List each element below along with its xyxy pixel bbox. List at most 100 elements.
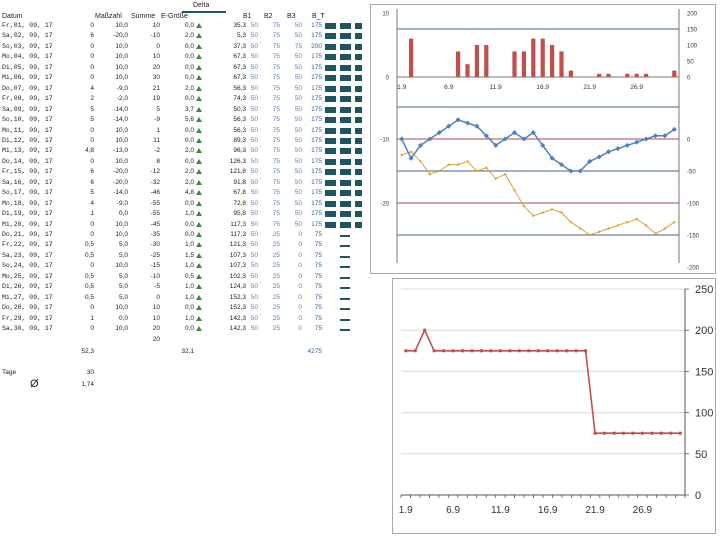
b2-cell[interactable]: 75 (272, 84, 280, 92)
b1-cell[interactable]: 50 (250, 325, 258, 333)
summe-cell[interactable]: -5 (154, 283, 160, 291)
bt-cell[interactable]: 75 (314, 241, 322, 249)
b2-cell[interactable]: 75 (272, 95, 280, 103)
date-cell[interactable]: Fr,22, 09, 17 (2, 241, 53, 249)
egroesse-cell[interactable]: 0,0 (184, 42, 194, 50)
delta-value-cell[interactable]: 95,8 (233, 210, 246, 218)
b3-cell[interactable]: 50 (294, 116, 302, 124)
col-a-cell[interactable]: 1 (90, 210, 94, 218)
delta-value-cell[interactable]: 107,3 (229, 251, 246, 259)
egroesse-cell[interactable]: 0,0 (184, 74, 194, 82)
b3-cell[interactable]: 0 (298, 231, 302, 238)
delta-value-cell[interactable]: 121,8 (229, 168, 246, 176)
b2-cell[interactable]: 75 (272, 220, 280, 228)
b1-cell[interactable]: 50 (250, 241, 258, 249)
col-a-cell[interactable]: 0 (90, 136, 94, 144)
tage-value[interactable]: 30 (86, 369, 94, 376)
b3-cell[interactable]: 50 (294, 210, 302, 218)
delta-value-cell[interactable]: 124,3 (229, 283, 246, 291)
delta-value-cell[interactable]: 56,3 (233, 126, 246, 134)
date-cell[interactable]: Fr,01, 09, 17 (2, 22, 53, 29)
date-cell[interactable]: Fr,29, 09, 17 (2, 314, 53, 322)
delta-value-cell[interactable]: 56,3 (233, 116, 246, 124)
summe-cell[interactable]: 10 (152, 304, 160, 312)
egroesse-cell[interactable]: 2,0 (184, 147, 194, 155)
date-cell[interactable]: So,03, 09, 17 (2, 42, 53, 50)
col-a-cell[interactable]: 4 (90, 199, 94, 207)
summe-cell[interactable]: -10 (150, 272, 160, 280)
delta-value-cell[interactable]: 37,3 (233, 42, 246, 50)
egroesse-cell[interactable]: 0,0 (184, 231, 194, 238)
b2-cell[interactable]: 25 (272, 304, 280, 312)
bt-cell[interactable]: 75 (314, 304, 322, 312)
b1-cell[interactable]: 50 (250, 199, 258, 207)
b3-cell[interactable]: 50 (294, 136, 302, 144)
date-cell[interactable]: So,10, 09, 17 (2, 116, 53, 124)
b1-cell[interactable]: 50 (250, 95, 258, 103)
delta-value-cell[interactable]: 91,8 (233, 178, 246, 186)
b3-cell[interactable]: 50 (294, 74, 302, 82)
col-a-cell[interactable]: 0 (90, 304, 94, 312)
date-cell[interactable]: Fr,08, 09, 17 (2, 95, 53, 103)
masszahl-cell[interactable]: -13,0 (113, 147, 128, 155)
b3-cell[interactable]: 0 (298, 325, 302, 333)
summe-cell[interactable]: 20 (152, 63, 160, 71)
date-cell[interactable]: Mo,11, 09, 17 (2, 126, 53, 134)
egroesse-cell[interactable]: 0,0 (184, 304, 194, 312)
col-a-cell[interactable]: 4 (90, 84, 94, 92)
date-cell[interactable]: Mo,04, 09, 17 (2, 53, 53, 61)
total-col-bt[interactable]: 4275 (307, 348, 322, 355)
col-a-cell[interactable]: 0 (90, 22, 94, 29)
bt-cell[interactable]: 175 (311, 178, 322, 186)
col-a-cell[interactable]: 0 (90, 157, 94, 165)
total-col-e[interactable]: 32,1 (181, 348, 194, 355)
delta-value-cell[interactable]: 50,3 (233, 105, 246, 113)
masszahl-cell[interactable]: 0,0 (118, 314, 128, 322)
b1-cell[interactable]: 50 (250, 168, 258, 176)
bt-cell[interactable]: 175 (311, 105, 322, 113)
summe-cell[interactable]: 0 (156, 293, 160, 301)
b3-cell[interactable]: 50 (294, 157, 302, 165)
masszahl-cell[interactable]: -14,0 (113, 116, 128, 124)
b1-cell[interactable]: 50 (250, 210, 258, 218)
summe-cell[interactable]: 10 (152, 53, 160, 61)
b2-cell[interactable]: 75 (272, 42, 280, 50)
bt-line-chart[interactable]: 250 200 150 100 50 0 1.9 6.9 11.9 16.9 21.9 26.9 (392, 278, 716, 534)
masszahl-cell[interactable]: -20,0 (113, 168, 128, 176)
bt-cell[interactable]: 175 (311, 116, 322, 124)
col-a-cell[interactable]: 1 (90, 314, 94, 322)
b2-cell[interactable]: 75 (272, 189, 280, 197)
egroesse-cell[interactable]: 2,0 (184, 84, 194, 92)
b3-cell[interactable]: 0 (298, 251, 302, 259)
header-delta[interactable]: Delta (193, 2, 210, 9)
summe-cell[interactable]: 0 (156, 42, 160, 50)
summe-cell[interactable]: -30 (150, 241, 160, 249)
egroesse-cell[interactable]: 1,0 (184, 262, 194, 270)
masszahl-cell[interactable]: -2,0 (116, 95, 128, 103)
masszahl-cell[interactable]: 10,0 (115, 53, 128, 61)
egroesse-cell[interactable]: 0,0 (184, 22, 194, 29)
egroesse-cell[interactable]: 0,0 (184, 325, 194, 333)
masszahl-cell[interactable]: 10,0 (115, 157, 128, 165)
col-a-cell[interactable]: 0 (90, 74, 94, 82)
header-b3[interactable]: B3 (287, 13, 296, 20)
col-a-cell[interactable]: 0,5 (84, 251, 94, 259)
col-a-cell[interactable]: 6 (90, 168, 94, 176)
b1-cell[interactable]: 50 (250, 220, 258, 228)
date-cell[interactable]: Di,19, 09, 17 (2, 210, 53, 218)
date-cell[interactable]: Mi,13, 09, 17 (2, 147, 53, 155)
date-cell[interactable]: So,17, 09, 17 (2, 189, 53, 197)
egroesse-cell[interactable]: 0,0 (184, 126, 194, 134)
col-a-cell[interactable]: 0 (90, 262, 94, 270)
b2-cell[interactable]: 75 (272, 168, 280, 176)
summe-cell[interactable]: -9 (154, 116, 160, 124)
header-b2[interactable]: B2 (264, 13, 273, 20)
bt-cell[interactable]: 175 (311, 22, 322, 29)
bt-cell[interactable]: 75 (314, 262, 322, 270)
b1-cell[interactable]: 50 (250, 251, 258, 259)
delta-value-cell[interactable]: 67,3 (233, 74, 246, 82)
masszahl-cell[interactable]: 10,0 (115, 74, 128, 82)
date-cell[interactable]: Fr,15, 09, 17 (2, 168, 53, 176)
masszahl-cell[interactable]: 10,0 (115, 262, 128, 270)
date-cell[interactable]: Di,05, 09, 17 (2, 63, 53, 71)
